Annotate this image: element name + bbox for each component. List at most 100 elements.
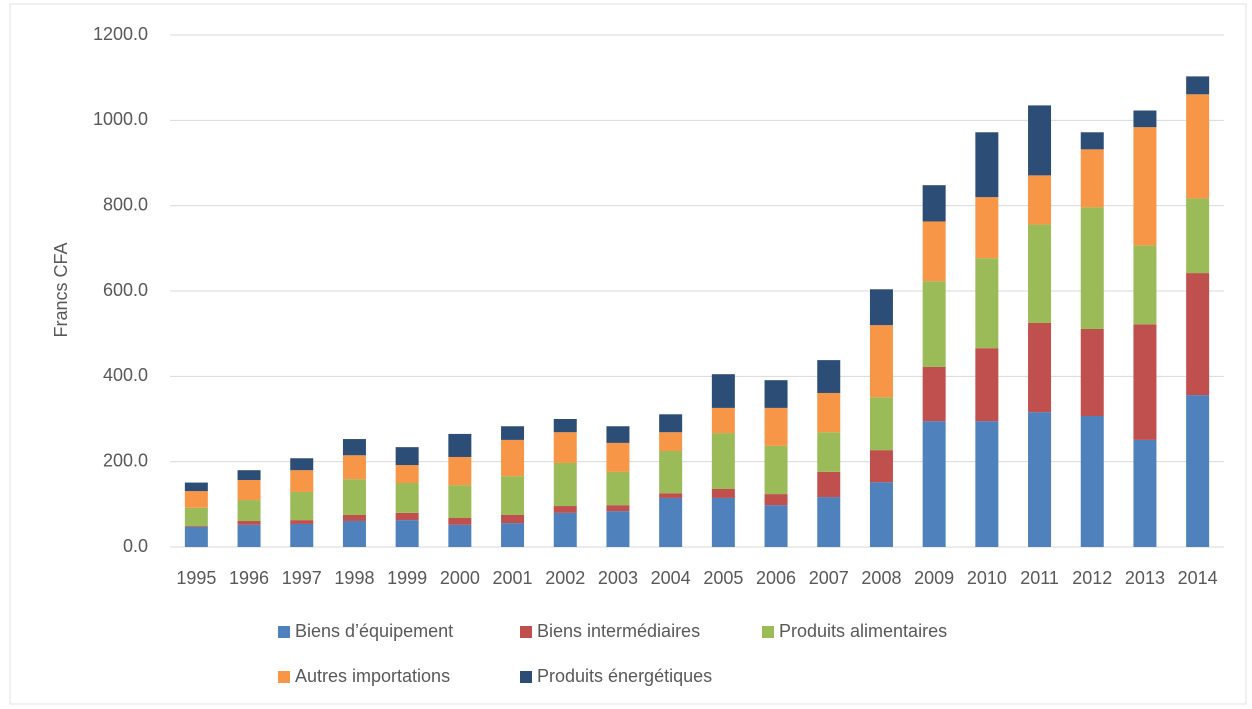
bar-segment bbox=[448, 485, 472, 518]
legend-label: Produits énergétiques bbox=[537, 666, 712, 686]
bar-segment bbox=[1133, 245, 1157, 325]
chart-frame bbox=[9, 3, 1247, 705]
bar-segment bbox=[184, 526, 208, 547]
bar-segment bbox=[1186, 76, 1210, 95]
bar-segment bbox=[342, 520, 366, 547]
bar-segment bbox=[922, 185, 946, 222]
bar-segment bbox=[711, 433, 735, 489]
bar-segment bbox=[290, 491, 314, 521]
bar-segment bbox=[184, 526, 208, 527]
legend-swatch bbox=[520, 671, 532, 683]
bar-segment bbox=[1080, 416, 1104, 547]
bar-segment bbox=[711, 488, 735, 498]
bar-segment bbox=[1028, 224, 1052, 323]
bar-segment bbox=[1080, 132, 1104, 150]
bar-segment bbox=[1133, 324, 1157, 440]
bar-segment bbox=[764, 445, 788, 495]
bar-segment bbox=[1028, 323, 1052, 413]
x-tick-label: 2008 bbox=[861, 568, 901, 588]
bar-segment bbox=[448, 524, 472, 547]
bar-segment bbox=[869, 289, 893, 326]
bar-segment bbox=[553, 419, 577, 433]
bar-segment bbox=[817, 432, 841, 472]
bar-segment bbox=[659, 497, 683, 547]
bar-segment bbox=[237, 470, 261, 481]
bar-segment bbox=[1133, 439, 1157, 547]
x-tick-label: 2002 bbox=[545, 568, 585, 588]
legend-label: Biens d’équipement bbox=[295, 621, 453, 641]
bar-segment bbox=[922, 281, 946, 367]
bar-segment bbox=[553, 462, 577, 507]
bar-segment bbox=[606, 471, 630, 506]
bar-segment bbox=[395, 512, 419, 521]
x-tick-label: 2001 bbox=[493, 568, 533, 588]
bar-segment bbox=[606, 505, 630, 512]
x-tick-label: 1997 bbox=[282, 568, 322, 588]
y-tick-label: 0.0 bbox=[123, 536, 148, 556]
bar-segment bbox=[1028, 412, 1052, 547]
bar-segment bbox=[817, 497, 841, 547]
bar-segment bbox=[975, 348, 999, 422]
bar-segment bbox=[501, 515, 525, 524]
legend-label: Biens intermédiaires bbox=[537, 621, 700, 641]
x-tick-label: 2006 bbox=[756, 568, 796, 588]
bar-segment bbox=[342, 479, 366, 515]
bar-segment bbox=[184, 507, 208, 527]
bar-segment bbox=[764, 380, 788, 408]
bar-segment bbox=[711, 407, 735, 434]
bar-segment bbox=[553, 512, 577, 547]
bar-segment bbox=[869, 450, 893, 483]
bar-segment bbox=[395, 520, 419, 547]
bar-segment bbox=[1133, 127, 1157, 246]
bar-segment bbox=[922, 421, 946, 547]
bar-segment bbox=[975, 132, 999, 198]
bar-segment bbox=[975, 197, 999, 259]
x-tick-label: 2013 bbox=[1125, 568, 1165, 588]
bar-segment bbox=[711, 497, 735, 547]
bar-segment bbox=[501, 523, 525, 547]
y-tick-label: 1000.0 bbox=[93, 109, 148, 129]
bar-segment bbox=[606, 511, 630, 547]
bar-segment bbox=[659, 414, 683, 433]
bar-segment bbox=[817, 471, 841, 498]
bar-segment bbox=[869, 482, 893, 547]
bar-segment bbox=[448, 456, 472, 486]
y-tick-label: 400.0 bbox=[103, 365, 148, 385]
bar-segment bbox=[659, 432, 683, 451]
bar-segment bbox=[1186, 198, 1210, 274]
legend-swatch bbox=[278, 626, 290, 638]
y-tick-label: 800.0 bbox=[103, 194, 148, 214]
bar-segment bbox=[606, 426, 630, 443]
bar-segment bbox=[975, 421, 999, 547]
bar-segment bbox=[869, 325, 893, 398]
bar-segment bbox=[184, 482, 208, 492]
bar-segment bbox=[1080, 149, 1104, 208]
bar-segment bbox=[1080, 328, 1104, 417]
x-tick-label: 1999 bbox=[387, 568, 427, 588]
x-tick-label: 2011 bbox=[1020, 568, 1059, 588]
legend-label: Produits alimentaires bbox=[779, 621, 947, 641]
bar-segment bbox=[922, 221, 946, 282]
x-tick-label: 2010 bbox=[967, 568, 1007, 588]
bar-segment bbox=[237, 480, 261, 501]
bar-segment bbox=[553, 432, 577, 463]
legend-swatch bbox=[278, 671, 290, 683]
x-tick-label: 2007 bbox=[809, 568, 849, 588]
bar-segment bbox=[1186, 273, 1210, 396]
legend-swatch bbox=[520, 626, 532, 638]
bar-segment bbox=[764, 505, 788, 547]
bar-segment bbox=[342, 455, 366, 480]
bar-segment bbox=[184, 491, 208, 508]
x-tick-label: 2009 bbox=[914, 568, 954, 588]
x-tick-label: 2014 bbox=[1178, 568, 1218, 588]
bar-segment bbox=[290, 458, 314, 471]
bar-segment bbox=[1028, 175, 1052, 225]
bar-segment bbox=[869, 397, 893, 451]
bar-segment bbox=[290, 523, 314, 547]
bar-segment bbox=[395, 465, 419, 483]
y-tick-label: 200.0 bbox=[103, 450, 148, 470]
bar-segment bbox=[1080, 207, 1104, 329]
y-axis-label: Francs CFA bbox=[51, 242, 71, 337]
bar-segment bbox=[817, 392, 841, 433]
bar-segment bbox=[395, 447, 419, 466]
